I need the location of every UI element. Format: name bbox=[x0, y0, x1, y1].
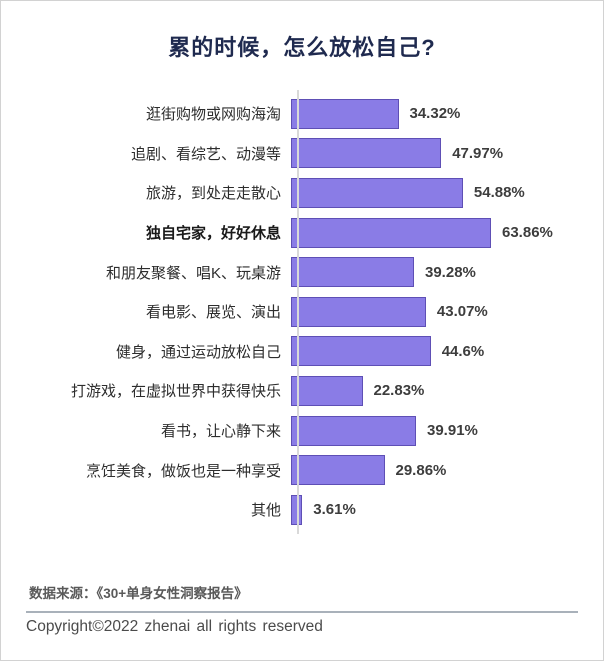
bar bbox=[291, 375, 363, 406]
bar-row: 逛街购物或网购海淘 34.32% bbox=[29, 94, 589, 134]
value-label: 39.91% bbox=[427, 422, 478, 440]
category-label: 看书，让心静下来 bbox=[160, 423, 281, 441]
chart-title: 累的时候，怎么放松自己? bbox=[168, 35, 436, 60]
bar bbox=[291, 494, 303, 525]
value-label: 39.28% bbox=[425, 263, 476, 281]
value-label: 34.32% bbox=[409, 105, 461, 123]
category-label: 看电影、展览、演出 bbox=[145, 304, 281, 322]
value-label: 54.88% bbox=[473, 184, 525, 202]
category-label: 其他 bbox=[250, 502, 281, 520]
footer-divider bbox=[26, 610, 578, 613]
bar bbox=[291, 455, 385, 486]
category-label: 追剧、看综艺、动漫等 bbox=[130, 145, 281, 163]
bar bbox=[291, 296, 426, 327]
bar bbox=[291, 98, 399, 129]
copyright-text: Copyright©2022 zhenai all rights reserve… bbox=[26, 617, 323, 635]
bar bbox=[291, 415, 416, 446]
category-label: 逛街购物或网购海淘 bbox=[145, 106, 281, 124]
bar-row: 看书，让心静下来 39.91% bbox=[29, 411, 589, 451]
bar-row: 其他 3.61% bbox=[29, 490, 589, 530]
category-label: 健身，通过运动放松自己 bbox=[115, 343, 281, 361]
bar bbox=[291, 217, 491, 248]
value-label: 63.86% bbox=[502, 224, 553, 242]
category-label: 和朋友聚餐、唱K、玩桌游 bbox=[105, 264, 281, 282]
bar-row: 旅游，到处走走散心 54.88% bbox=[29, 173, 589, 213]
bar bbox=[291, 177, 463, 208]
bar-row: 打游戏，在虚拟世界中获得快乐 22.83% bbox=[29, 371, 589, 411]
category-label: 独自宅家，好好休息 bbox=[145, 225, 281, 243]
bar-row: 健身，通过运动放松自己 44.6% bbox=[29, 332, 589, 372]
value-label: 29.86% bbox=[395, 461, 447, 479]
bar-row: 追剧、看综艺、动漫等 47.97% bbox=[29, 134, 589, 174]
data-source-note: 数据来源：《30+单身女性洞察报告》 bbox=[29, 585, 248, 601]
category-label: 旅游，到处走走散心 bbox=[145, 185, 281, 203]
value-label: 47.97% bbox=[452, 144, 504, 162]
bar-row: 独自宅家，好好休息 63.86% bbox=[29, 213, 589, 253]
bar bbox=[291, 257, 414, 288]
category-label: 烹饪美食，做饭也是一种享受 bbox=[85, 462, 281, 480]
bar-row: 烹饪美食，做饭也是一种享受 29.86% bbox=[29, 450, 589, 490]
category-label: 打游戏，在虚拟世界中获得快乐 bbox=[70, 383, 281, 401]
bar-rows: 逛街购物或网购海淘 34.32% 追剧、看综艺、动漫等 47.97% 旅游，到处走走散心… bbox=[29, 94, 589, 530]
bar-row: 看电影、展览、演出 43.07% bbox=[29, 292, 589, 332]
value-label: 22.83% bbox=[373, 382, 425, 400]
bar bbox=[291, 138, 442, 169]
value-label: 43.07% bbox=[436, 303, 488, 321]
bar-chart: 逛街购物或网购海淘 34.32% 追剧、看综艺、动漫等 47.97% 旅游，到处走走散心… bbox=[29, 90, 589, 534]
y-axis-line bbox=[297, 90, 299, 534]
value-label: 44.6% bbox=[441, 342, 485, 360]
value-label: 3.61% bbox=[313, 501, 356, 519]
bar bbox=[291, 336, 431, 367]
bar-row: 和朋友聚餐、唱K、玩桌游 39.28% bbox=[29, 252, 589, 292]
